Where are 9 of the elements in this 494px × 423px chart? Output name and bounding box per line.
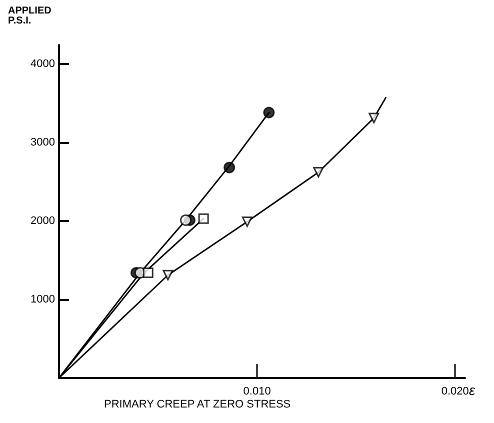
x-tick-label: 0.020 <box>441 386 469 398</box>
y-tick-label: 4000 <box>30 58 55 70</box>
x-axis-title: PRIMARY CREEP AT ZERO STRESS <box>104 398 291 410</box>
x-tick-label: 0.010 <box>243 386 271 398</box>
y-tick-label: 1000 <box>30 293 55 306</box>
y-tick-label: 3000 <box>30 136 55 148</box>
y-axis-title: APPLIED P.S.I. <box>8 6 52 26</box>
y-tick-label: 2000 <box>30 214 55 227</box>
text: ε <box>469 382 476 398</box>
